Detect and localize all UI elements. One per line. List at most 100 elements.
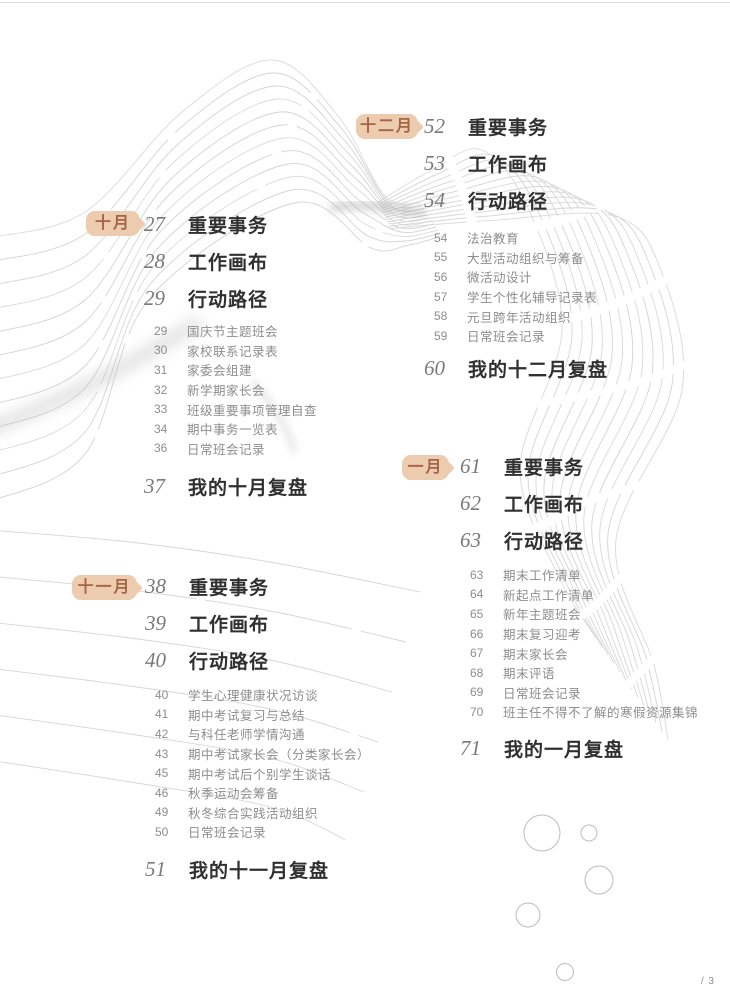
- toc-subitem: 31 家委会组建: [154, 360, 317, 380]
- toc-subitem-title: 期末工作清单: [503, 569, 582, 584]
- toc-entry: 39 工作画布: [145, 605, 370, 642]
- toc-subitem: 29 国庆节主题班会: [154, 321, 317, 341]
- toc-subitem: 69 日常班会记录: [470, 683, 698, 703]
- toc-subitem-title: 新起点工作清单: [503, 588, 595, 603]
- toc-entry: 62 工作画布: [460, 485, 698, 522]
- toc-subitem: 70 班主任不得不了解的寒假资源集锦: [470, 702, 698, 722]
- toc-entry: 40 行动路径: [145, 642, 370, 679]
- toc-subitem-page-number: 29: [154, 323, 168, 338]
- toc-subitem-title: 日常班会记录: [187, 442, 266, 457]
- toc-entry-page-number: 52: [424, 114, 445, 138]
- toc-subitem-page-number: 45: [155, 766, 169, 781]
- toc-entry-page-number: 60: [424, 355, 445, 380]
- toc-subitem: 64 新起点工作清单: [470, 585, 698, 605]
- toc-entry: 38 重要事务: [145, 568, 370, 605]
- toc-subitem-title: 期末复习迎考: [503, 628, 582, 643]
- toc-section-october: 十月 27 重要事务 28 工作画布 29 行动路径 29 国庆节主题班会 30 家…: [86, 206, 317, 505]
- toc-entry-page-number: 40: [145, 648, 166, 672]
- toc-subitem-page-number: 70: [470, 704, 484, 719]
- toc-subitem-page-number: 63: [470, 567, 484, 582]
- toc-subitem-page-number: 40: [155, 687, 169, 702]
- toc-subitem-page-number: 69: [470, 685, 484, 700]
- toc-entry-title: 重要事务: [468, 118, 549, 139]
- toc-entry-page-number: 53: [424, 151, 445, 175]
- toc-subitem-title: 期中考试后个别学生谈话: [188, 767, 332, 782]
- toc-subitem-page-number: 50: [155, 824, 169, 839]
- page-indicator: / 3: [700, 976, 715, 987]
- toc-subitem-title: 学生个性化辅导记录表: [467, 291, 598, 306]
- toc-entry: 52 重要事务: [424, 108, 608, 145]
- toc-entry: 28 工作画布: [144, 243, 317, 280]
- toc-subitem-title: 国庆节主题班会: [187, 325, 279, 340]
- toc-subitem: 41 期中考试复习与总结: [155, 705, 370, 725]
- toc-subitem-page-number: 32: [154, 382, 168, 397]
- toc-subitem-title: 家校联系记录表: [187, 344, 279, 359]
- toc-entry-page-number: 29: [144, 286, 165, 310]
- toc-subitem-list: 29 国庆节主题班会 30 家校联系记录表 31 家委会组建 32 新学期家长会 33 班…: [144, 321, 317, 458]
- month-badge-december: 十二月: [356, 114, 418, 139]
- toc-subitem: 58 元旦跨年活动组织: [434, 306, 608, 326]
- toc-review-title: 我的十一月复盘: [189, 860, 330, 882]
- toc-review-title: 我的一月复盘: [504, 739, 625, 761]
- toc-subitem-page-number: 42: [155, 726, 169, 741]
- toc-entry: 54 行动路径: [424, 182, 608, 219]
- toc-subitem: 67 期末家长会: [470, 643, 698, 663]
- decor-circle: [584, 865, 614, 895]
- toc-subitem: 68 期末评语: [470, 663, 698, 683]
- toc-subitem-title: 期末评语: [503, 667, 556, 682]
- toc-subitem-title: 家委会组建: [187, 364, 253, 379]
- toc-entry-title: 行动路径: [468, 192, 549, 213]
- toc-entry-page-number: 61: [460, 454, 481, 478]
- decor-circle: [515, 902, 541, 928]
- toc-entry-title: 行动路径: [189, 652, 270, 673]
- toc-subitem: 65 新年主题班会: [470, 604, 698, 624]
- toc-subitem: 55 大型活动组织与筹备: [434, 248, 608, 268]
- toc-subitem-page-number: 54: [434, 230, 448, 245]
- toc-subitem-page-number: 31: [154, 362, 168, 377]
- toc-subitem-title: 新年主题班会: [503, 608, 582, 623]
- toc-entry-page-number: 71: [460, 735, 481, 760]
- toc-subitem-page-number: 64: [470, 587, 484, 602]
- decor-circle: [580, 824, 598, 842]
- toc-section-january: 一月 61 重要事务 62 工作画布 63 行动路径 63 期末工作清单 64 新起…: [402, 448, 698, 767]
- toc-entry-title: 行动路径: [504, 532, 585, 553]
- toc-entry-title: 重要事务: [188, 216, 269, 237]
- toc-entry-title: 工作画布: [468, 155, 549, 176]
- toc-entry-page-number: 54: [424, 188, 445, 212]
- toc-review-entry: 60 我的十二月复盘: [424, 350, 608, 387]
- toc-subitem: 57 学生个性化辅导记录表: [434, 287, 608, 307]
- toc-subitem-page-number: 59: [434, 328, 448, 343]
- toc-subitem-title: 微活动设计: [467, 271, 533, 286]
- toc-entry: 27 重要事务: [144, 206, 317, 243]
- toc-subitem-title: 大型活动组织与筹备: [467, 251, 585, 266]
- toc-subitem-title: 期中考试家长会（分类家长会）: [188, 748, 371, 763]
- toc-subitem-page-number: 36: [154, 441, 168, 456]
- decor-circle: [523, 814, 561, 852]
- toc-subitem-title: 法治教育: [467, 232, 520, 247]
- decor-circle: [556, 963, 574, 981]
- month-badge-january: 一月: [402, 455, 449, 480]
- toc-entry: 29 行动路径: [144, 280, 317, 317]
- toc-subitem: 59 日常班会记录: [434, 326, 608, 346]
- toc-subitem-title: 秋冬综合实践活动组织: [188, 806, 319, 821]
- toc-subitem: 63 期末工作清单: [470, 565, 698, 585]
- toc-subitem-page-number: 43: [155, 746, 169, 761]
- toc-subitem-page-number: 33: [154, 402, 168, 417]
- toc-subitem-title: 与科任老师学情沟通: [188, 728, 306, 743]
- toc-subitem: 49 秋冬综合实践活动组织: [155, 803, 370, 823]
- toc-entry-page-number: 37: [144, 474, 165, 499]
- toc-subitem: 54 法治教育: [434, 228, 608, 248]
- decor-circles: [515, 814, 614, 981]
- toc-entry: 61 重要事务: [460, 448, 698, 485]
- toc-subitem-page-number: 68: [470, 665, 484, 680]
- toc-subitem: 42 与科任老师学情沟通: [155, 724, 370, 744]
- toc-entry-page-number: 62: [460, 491, 481, 515]
- toc-subitem-title: 学生心理健康状况访谈: [188, 689, 319, 704]
- toc-subitem-page-number: 30: [154, 343, 168, 358]
- toc-subitem: 36 日常班会记录: [154, 439, 317, 459]
- toc-subitem: 32 新学期家长会: [154, 380, 317, 400]
- toc-subitem-title: 秋季运动会筹备: [188, 787, 280, 802]
- toc-review-entry: 51 我的十一月复盘: [145, 851, 370, 888]
- toc-subitem: 33 班级重要事项管理自查: [154, 399, 317, 419]
